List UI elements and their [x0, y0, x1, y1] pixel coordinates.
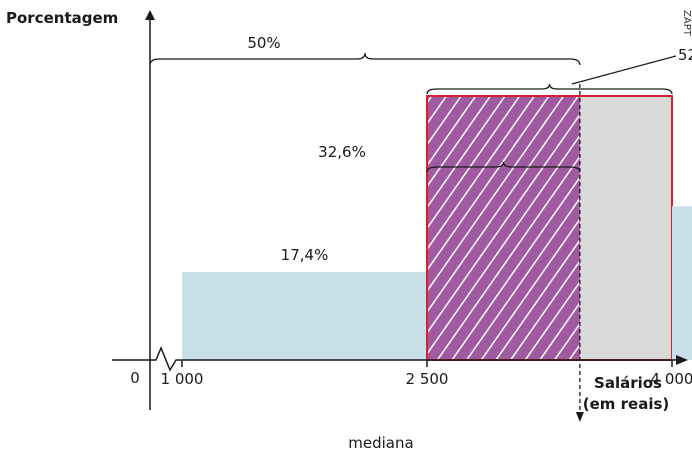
x-axis-label-line2: (em reais)	[583, 395, 670, 413]
x-axis	[112, 346, 676, 372]
origin-label: 0	[130, 369, 140, 387]
bar-value-label-1: 52,2%	[678, 46, 692, 64]
brace-inner-label: 32,6%	[318, 143, 366, 161]
brace-left-label: 50%	[247, 34, 280, 52]
y-axis-arrow	[145, 10, 155, 20]
brace-bin	[426, 83, 673, 95]
brace-fifty	[149, 52, 581, 66]
y-axis-label: Porcentagem	[6, 9, 118, 27]
bars-layer: 17,4%52,2%30,4%	[182, 46, 692, 361]
brace-inner	[426, 161, 581, 173]
hatched-region	[427, 96, 580, 360]
median-label: mediana	[348, 434, 413, 452]
credit-label: ZAPT	[681, 10, 692, 37]
x-axis-label-line1: Salários	[594, 374, 662, 392]
x-axis-arrow	[676, 355, 688, 365]
median-arrow	[575, 412, 584, 422]
x-tick-label-1: 2 500	[406, 370, 449, 388]
x-tick-label-2: 4 000	[651, 370, 692, 388]
bar-value-label-0: 17,4%	[281, 246, 329, 264]
value-leader-line	[571, 55, 677, 85]
annotations-layer	[149, 52, 677, 422]
bar-2	[672, 206, 692, 360]
x-tick-label-0: 1 000	[161, 370, 204, 388]
bar-0	[182, 272, 427, 360]
